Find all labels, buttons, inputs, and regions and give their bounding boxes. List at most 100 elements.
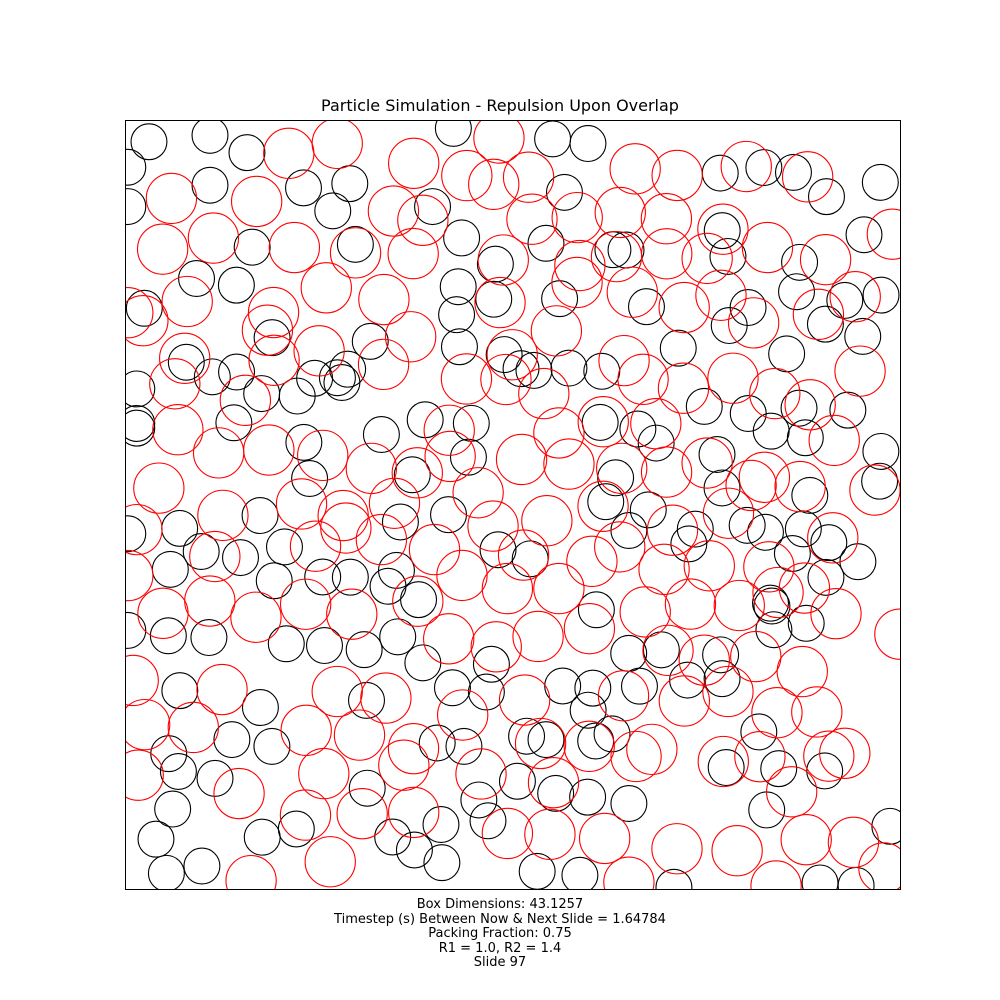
small-particle xyxy=(241,497,279,535)
packing-fraction-label: Packing Fraction: 0.75 xyxy=(428,926,572,942)
large-particle xyxy=(317,489,369,542)
large-particle xyxy=(752,566,804,619)
small-particle xyxy=(178,260,216,298)
small-particle xyxy=(331,165,369,203)
plot-area xyxy=(125,120,901,890)
small-particle xyxy=(191,120,229,154)
small-particle xyxy=(806,752,844,790)
small-particle xyxy=(701,154,739,192)
small-particle xyxy=(806,305,844,343)
small-particle xyxy=(304,558,342,596)
small-particle xyxy=(191,166,229,204)
small-particle xyxy=(807,178,845,216)
small-particle xyxy=(569,778,607,816)
large-particle xyxy=(683,540,735,592)
small-particle xyxy=(472,645,510,683)
small-particle xyxy=(577,591,615,629)
large-particle xyxy=(799,233,852,286)
large-particle xyxy=(774,460,826,513)
large-particle xyxy=(187,212,240,264)
small-particle xyxy=(159,752,197,790)
large-particle xyxy=(152,404,204,456)
small-particle xyxy=(746,513,784,551)
large-particle xyxy=(533,407,585,459)
large-particle xyxy=(498,674,551,726)
large-particle xyxy=(596,442,648,495)
large-particle xyxy=(440,353,493,405)
small-particle xyxy=(306,627,343,665)
small-particle xyxy=(685,387,723,425)
small-particle xyxy=(423,844,461,882)
large-particle xyxy=(145,172,198,225)
large-particle xyxy=(495,433,548,486)
large-particle xyxy=(594,521,646,573)
small-particle xyxy=(676,510,714,548)
small-particle xyxy=(125,289,163,327)
small-particle xyxy=(469,802,507,840)
small-particle xyxy=(728,506,766,544)
large-particle xyxy=(697,203,749,255)
large-particle xyxy=(320,502,372,554)
large-particle xyxy=(161,275,213,328)
large-particle xyxy=(630,397,682,450)
small-particle xyxy=(537,774,575,812)
large-particle xyxy=(279,578,332,630)
large-particle xyxy=(358,273,410,326)
small-particle xyxy=(768,335,806,373)
small-particle xyxy=(285,423,323,461)
small-particle xyxy=(348,769,386,807)
chart-title: Particle Simulation - Repulsion Upon Ove… xyxy=(321,96,679,115)
large-particle xyxy=(858,842,901,890)
small-particle xyxy=(774,153,812,191)
large-particle xyxy=(533,562,585,615)
large-particle xyxy=(184,575,236,627)
small-particle xyxy=(755,611,793,649)
small-particle xyxy=(574,669,612,707)
large-particle xyxy=(304,836,356,888)
small-particle xyxy=(475,280,513,318)
small-particle xyxy=(861,462,899,500)
large-particle xyxy=(551,191,603,244)
small-particle xyxy=(780,389,818,427)
small-particle xyxy=(807,558,845,596)
large-particle xyxy=(543,438,595,490)
large-particle xyxy=(391,447,443,499)
small-particle xyxy=(222,539,260,577)
large-particle xyxy=(473,120,525,164)
large-particle xyxy=(792,288,845,340)
small-particle xyxy=(760,750,798,788)
large-particle xyxy=(619,586,671,638)
large-particle xyxy=(651,149,703,202)
large-particle xyxy=(874,608,901,660)
large-particle xyxy=(384,311,437,363)
small-particle xyxy=(569,125,607,163)
small-particle xyxy=(826,281,864,319)
small-particle xyxy=(786,419,824,457)
large-particle xyxy=(563,720,615,773)
small-particle xyxy=(784,510,822,548)
small-particle xyxy=(476,245,514,283)
small-particle xyxy=(620,667,658,705)
large-particle xyxy=(603,856,655,890)
large-particle xyxy=(333,709,386,761)
large-particle xyxy=(597,670,650,722)
small-particle xyxy=(439,268,477,306)
large-particle xyxy=(606,266,658,318)
large-particle xyxy=(467,500,519,552)
large-particle xyxy=(289,520,342,572)
small-particle xyxy=(167,343,205,381)
small-particle xyxy=(406,401,444,439)
large-particle xyxy=(136,223,189,275)
small-particle xyxy=(154,790,192,828)
large-particle xyxy=(697,735,749,788)
small-particle xyxy=(347,681,385,719)
small-particle xyxy=(345,631,383,669)
small-particle xyxy=(430,496,468,534)
large-particle xyxy=(167,701,219,754)
small-particle xyxy=(395,831,433,869)
small-particle xyxy=(703,212,741,250)
small-particle xyxy=(479,531,517,569)
large-particle xyxy=(598,334,650,387)
large-particle xyxy=(642,624,694,677)
small-particle xyxy=(374,818,412,856)
